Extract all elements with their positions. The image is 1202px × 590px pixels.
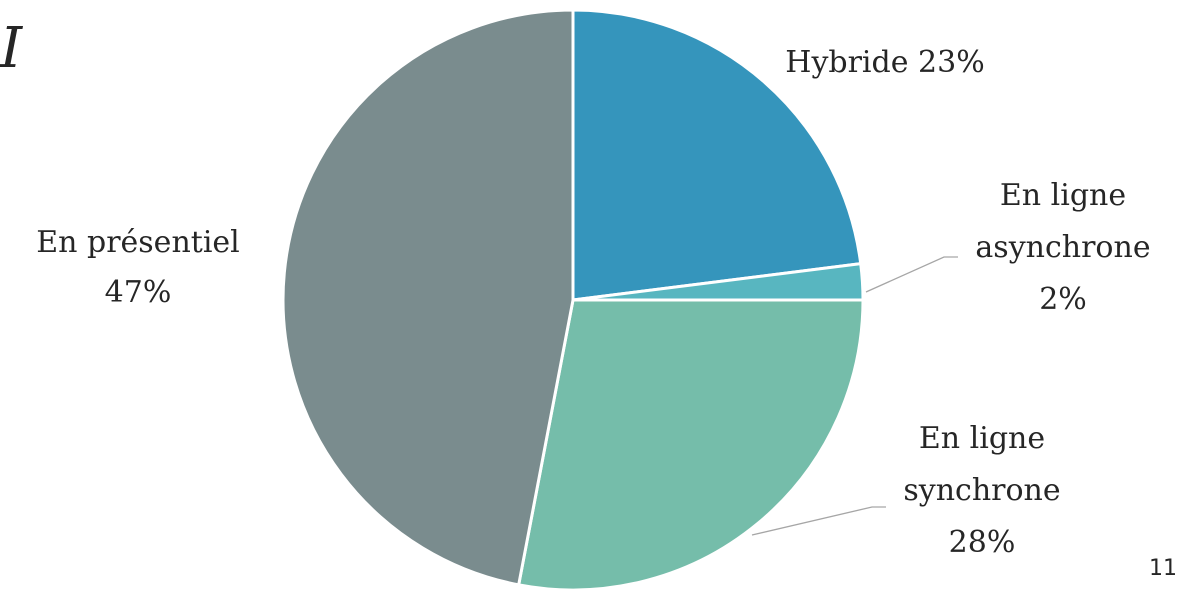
data-label-hybride: Hybride 23% — [785, 45, 984, 80]
data-label-en-presentiel: En présentiel 47% — [36, 225, 240, 310]
pie-slice-en-ligne-synchrone — [516, 298, 865, 590]
leader-line-en-ligne-synchrone — [751, 506, 886, 536]
pie-slice-en-presentiel — [281, 8, 575, 587]
leader-line-en-ligne-asynchrone — [865, 256, 958, 293]
data-label-en-ligne-asynchrone: En ligne asynchrone 2% — [975, 178, 1150, 317]
slide-title-fragment: I — [0, 16, 23, 81]
data-label-en-ligne-synchrone: En ligne synchrone 28% — [903, 421, 1060, 560]
page-number: 11 — [1149, 556, 1177, 581]
pie-slice-hybride — [571, 8, 863, 302]
